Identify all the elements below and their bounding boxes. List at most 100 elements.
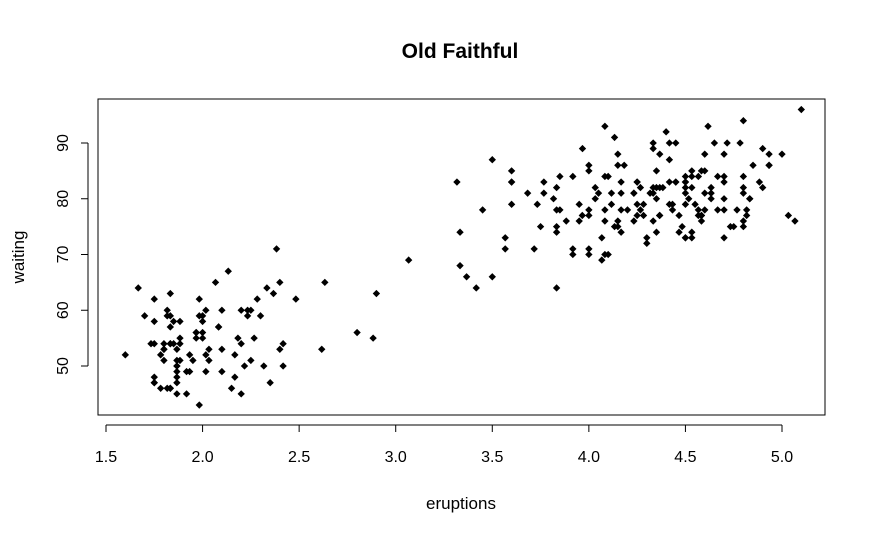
data-point: [279, 362, 287, 370]
data-point: [260, 362, 268, 370]
x-tick-label: 4.0: [578, 449, 600, 466]
x-tick-label: 5.0: [771, 449, 793, 466]
data-point: [279, 340, 287, 348]
data-point: [656, 183, 664, 192]
data-point: [739, 183, 748, 192]
data-point: [601, 217, 609, 225]
data-point: [672, 139, 680, 147]
data-point: [150, 295, 158, 303]
y-axis: 50 60 70 80 90: [55, 134, 89, 375]
data-point: [649, 139, 657, 147]
data-point: [691, 200, 699, 209]
data-point: [237, 340, 245, 348]
data-point: [507, 200, 516, 209]
data-point: [552, 183, 561, 192]
data-point: [578, 144, 587, 153]
data-point: [730, 222, 738, 231]
data-point: [569, 250, 577, 259]
data-point: [742, 211, 751, 220]
data-point: [720, 150, 728, 158]
data-point: [614, 161, 622, 169]
data-point: [759, 183, 767, 192]
data-point: [746, 195, 754, 203]
data-point: [173, 379, 181, 387]
data-point: [723, 139, 731, 147]
data-point: [189, 356, 197, 365]
data-point: [173, 367, 181, 376]
data-point: [198, 334, 207, 342]
data-point: [598, 234, 606, 242]
data-point: [688, 228, 696, 236]
data-point: [173, 373, 181, 381]
data-point: [250, 334, 258, 342]
data-point: [575, 200, 583, 209]
data-point: [739, 172, 748, 181]
data-point: [633, 200, 641, 209]
data-point: [714, 206, 722, 214]
data-point: [720, 195, 728, 203]
data-point: [791, 217, 799, 225]
data-point: [797, 105, 805, 114]
data-point: [710, 139, 719, 147]
data-point: [733, 206, 741, 214]
data-point: [253, 295, 261, 303]
data-point: [456, 261, 464, 270]
data-point: [649, 144, 657, 153]
data-point: [739, 222, 748, 231]
chart-title: Old Faithful: [402, 40, 519, 63]
data-point: [607, 200, 616, 209]
data-point: [704, 122, 712, 130]
data-point: [701, 189, 709, 197]
data-point: [272, 245, 281, 253]
data-point: [610, 133, 619, 142]
data-point: [585, 206, 593, 214]
data-point: [623, 206, 632, 214]
data-point: [665, 156, 674, 164]
data-point: [556, 172, 564, 181]
data-point: [404, 256, 413, 264]
data-point: [739, 117, 748, 125]
data-point: [247, 356, 255, 365]
data-point: [633, 178, 641, 186]
data-point: [701, 206, 709, 214]
data-point: [176, 356, 184, 365]
data-point: [150, 340, 158, 348]
data-point: [562, 217, 570, 225]
data-point: [652, 195, 661, 203]
data-point: [140, 312, 149, 320]
data-point: [585, 250, 593, 259]
data-point: [176, 340, 184, 348]
x-tick-label: 2.5: [288, 449, 310, 466]
data-point: [675, 211, 683, 220]
data-point: [507, 167, 516, 175]
y-axis-label: waiting: [9, 231, 28, 285]
data-point: [617, 228, 625, 236]
x-tick-label: 2.0: [191, 449, 213, 466]
data-point: [765, 161, 773, 169]
data-point: [198, 317, 207, 326]
data-point: [237, 390, 245, 398]
data-point: [585, 167, 593, 175]
data-point: [182, 390, 191, 398]
data-point: [173, 390, 181, 398]
data-point: [601, 206, 609, 214]
data-point: [681, 200, 690, 209]
data-point: [173, 345, 181, 353]
data-point: [617, 178, 625, 186]
data-point: [707, 195, 715, 203]
data-point: [778, 150, 786, 158]
x-tick-label: 1.5: [95, 449, 117, 466]
data-point: [462, 273, 471, 281]
data-point: [681, 183, 690, 192]
data-point: [784, 211, 793, 220]
data-point: [604, 172, 612, 181]
data-point: [636, 183, 645, 192]
data-point: [630, 217, 638, 225]
x-tick-label: 3.5: [481, 449, 503, 466]
data-point: [607, 189, 616, 197]
data-point: [247, 306, 255, 314]
data-point: [591, 183, 599, 192]
data-point: [697, 167, 706, 175]
data-point: [501, 245, 509, 253]
